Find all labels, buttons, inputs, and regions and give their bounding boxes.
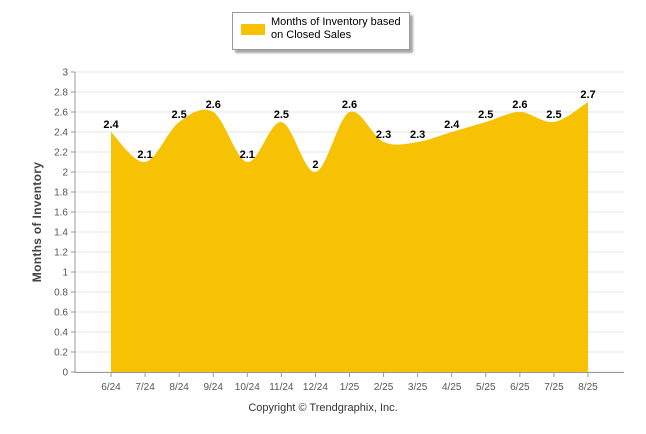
data-labels: 2.4 2.1 2.5 2.6 2.1 2.5 2 2.6 2.3 2.3 2.4 2.5 2.6 2.5…: [103, 89, 595, 171]
y-tick-label: 3: [62, 68, 68, 79]
data-label: 2.1: [137, 149, 152, 161]
x-tick-label: 1/25: [340, 382, 360, 393]
y-tick-label: 0.4: [54, 328, 68, 339]
x-tick-labels: 6/24 7/24 8/24 9/24 10/24 11/24 12/24 1/25 2/25 3…: [101, 382, 598, 393]
y-tick-labels: 0 0.2 0.4 0.6 0.8 1 1.2 1.4 1.6 1.8 2 2.2 2.4 2.6 2.8 3: [54, 68, 68, 379]
x-tick-label: 3/25: [408, 382, 428, 393]
x-tick-label: 4/25: [442, 382, 462, 393]
x-tick-label: 11/24: [269, 382, 294, 393]
y-tick-label: 0.8: [54, 288, 68, 299]
x-tick-label: 8/24: [169, 382, 189, 393]
x-tick-label: 7/25: [544, 382, 564, 393]
axes: [71, 71, 624, 377]
area-series: [111, 102, 588, 372]
y-tick-label: 2.6: [54, 108, 68, 119]
data-label: 2: [312, 159, 318, 171]
data-label: 2.3: [410, 129, 425, 141]
legend-swatch: [241, 24, 265, 35]
copyright-text: Copyright © Trendgraphix, Inc.: [248, 402, 398, 414]
x-tick-label: 10/24: [235, 382, 260, 393]
data-label: 2.3: [376, 129, 391, 141]
y-tick-label: 1.6: [54, 208, 68, 219]
y-tick-label: 0: [62, 368, 68, 379]
y-tick-label: 2: [62, 168, 68, 179]
data-label: 2.5: [171, 109, 186, 121]
x-tick-label: 6/24: [101, 382, 121, 393]
x-tick-label: 5/25: [476, 382, 496, 393]
x-tick-label: 12/24: [303, 382, 328, 393]
x-tick-label: 2/25: [374, 382, 394, 393]
y-tick-label: 0.2: [54, 348, 68, 359]
data-label: 2.5: [478, 109, 493, 121]
data-label: 2.6: [512, 99, 527, 111]
data-label: 2.6: [342, 99, 357, 111]
y-tick-label: 1: [62, 268, 68, 279]
y-tick-label: 2.2: [54, 148, 68, 159]
x-tick-label: 9/24: [203, 382, 223, 393]
x-tick-label: 7/24: [135, 382, 155, 393]
data-label: 2.4: [444, 119, 460, 131]
y-tick-label: 1.2: [54, 248, 68, 259]
legend: Months of Inventory based on Closed Sale…: [232, 12, 410, 50]
data-label: 2.7: [580, 89, 595, 101]
data-label: 2.5: [546, 109, 561, 121]
y-tick-label: 0.6: [54, 308, 68, 319]
data-label: 2.1: [240, 149, 255, 161]
data-label: 2.5: [274, 109, 289, 121]
x-tick-label: 6/25: [510, 382, 530, 393]
y-axis-title: Months of Inventory: [30, 161, 44, 283]
area-fill: [111, 102, 588, 372]
data-label: 2.4: [103, 119, 119, 131]
y-tick-label: 2.8: [54, 88, 68, 99]
y-tick-label: 1.8: [54, 188, 68, 199]
legend-label: Months of Inventory based on Closed Sale…: [271, 16, 401, 41]
y-tick-label: 2.4: [54, 128, 68, 139]
y-tick-label: 1.4: [54, 228, 68, 239]
x-tick-label: 8/25: [578, 382, 598, 393]
data-label: 2.6: [206, 99, 221, 111]
